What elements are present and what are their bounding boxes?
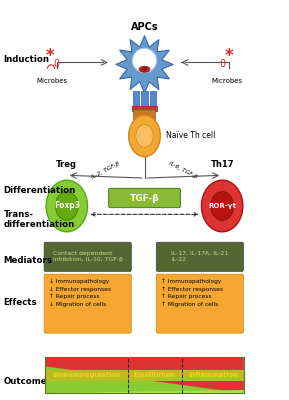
Text: APCs: APCs xyxy=(131,22,158,32)
Bar xyxy=(132,106,157,111)
Ellipse shape xyxy=(55,192,78,220)
Text: Trans-
differentiation: Trans- differentiation xyxy=(3,210,75,229)
Text: Effects: Effects xyxy=(3,298,37,307)
Ellipse shape xyxy=(129,115,160,157)
Text: *: * xyxy=(45,48,54,66)
Bar xyxy=(150,91,156,107)
Bar xyxy=(45,358,244,393)
FancyBboxPatch shape xyxy=(44,242,131,271)
Text: IL-2, TGF-β: IL-2, TGF-β xyxy=(91,160,121,180)
Ellipse shape xyxy=(211,192,234,220)
Text: Outcome: Outcome xyxy=(3,377,47,386)
Text: Treg: Treg xyxy=(56,160,77,169)
Text: 0: 0 xyxy=(219,60,225,70)
Text: 0: 0 xyxy=(54,60,60,70)
Text: ↑ Immunopathology
↑ Effector responses
↑ Repair process
↑ Migration of cells: ↑ Immunopathology ↑ Effector responses ↑… xyxy=(161,279,223,307)
Text: IL-17, IL-17A, IL-21
IL-22: IL-17, IL-17A, IL-21 IL-22 xyxy=(171,251,229,262)
Text: ↓ Immunopathology
↓ Effector responses
↑ Repair process
↓ Migration of cells: ↓ Immunopathology ↓ Effector responses ↑… xyxy=(49,279,111,307)
FancyBboxPatch shape xyxy=(156,274,243,333)
FancyBboxPatch shape xyxy=(156,242,243,271)
Text: *: * xyxy=(225,48,234,66)
Ellipse shape xyxy=(132,48,157,72)
Bar xyxy=(45,370,244,381)
Text: Microbes: Microbes xyxy=(212,78,243,84)
Text: Immunoregulation: Immunoregulation xyxy=(52,372,121,378)
FancyBboxPatch shape xyxy=(44,274,131,333)
Text: IL-6, TGF-β: IL-6, TGF-β xyxy=(168,160,198,180)
Ellipse shape xyxy=(201,180,243,232)
Ellipse shape xyxy=(136,124,153,147)
Text: Microbes: Microbes xyxy=(36,78,67,84)
Ellipse shape xyxy=(139,66,150,72)
Text: Foxp3: Foxp3 xyxy=(54,202,80,210)
Polygon shape xyxy=(45,358,244,393)
Polygon shape xyxy=(45,390,244,393)
Ellipse shape xyxy=(142,67,147,72)
Text: Induction: Induction xyxy=(3,54,50,64)
Bar xyxy=(133,91,139,107)
Text: Naïve Th cell: Naïve Th cell xyxy=(166,132,215,140)
Text: Differentiation: Differentiation xyxy=(3,186,76,195)
Bar xyxy=(141,91,148,107)
Text: Inflammation: Inflammation xyxy=(188,372,238,378)
Ellipse shape xyxy=(46,180,88,232)
Text: Contact dependent
inhibition, IL-10, TGF-β: Contact dependent inhibition, IL-10, TGF… xyxy=(53,251,123,262)
Text: Mediators: Mediators xyxy=(3,256,53,265)
Text: ROR-γt: ROR-γt xyxy=(208,203,236,209)
FancyBboxPatch shape xyxy=(109,188,180,208)
Text: Equilibrium: Equilibrium xyxy=(134,372,176,378)
FancyBboxPatch shape xyxy=(134,110,155,122)
Bar xyxy=(45,358,244,393)
Text: TGF-β: TGF-β xyxy=(130,194,159,202)
Text: Th17: Th17 xyxy=(210,160,234,169)
Polygon shape xyxy=(116,36,173,93)
